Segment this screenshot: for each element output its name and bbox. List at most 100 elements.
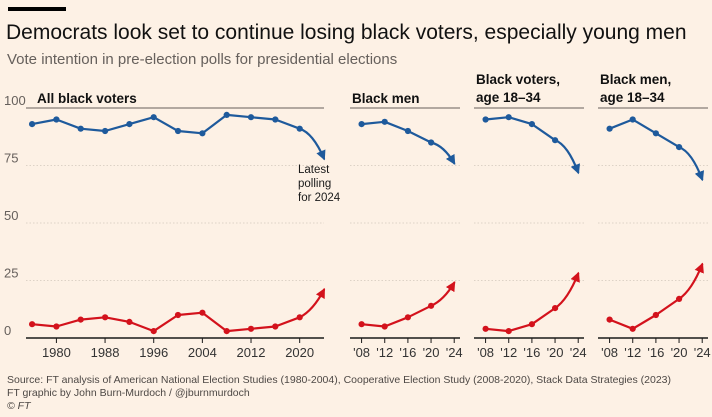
republican-point xyxy=(652,311,660,319)
republican-point xyxy=(77,316,84,323)
x-tick-label: '20 xyxy=(547,345,564,360)
democrat-projection-arrow xyxy=(678,146,705,182)
source-note: Source: FT analysis of American National… xyxy=(7,374,671,386)
x-tick-label: '20 xyxy=(423,345,440,360)
x-tick-label: '08 xyxy=(477,345,494,360)
republican-point xyxy=(629,325,636,332)
democrat-point xyxy=(505,114,512,121)
republican-point xyxy=(552,305,559,312)
republican-point xyxy=(150,328,157,335)
democrat-point xyxy=(606,125,613,132)
panel-title: Black voters, xyxy=(476,72,560,87)
republican-point xyxy=(482,325,489,332)
republican-point xyxy=(272,323,279,330)
democrat-projection-arrow xyxy=(430,141,456,165)
democrat-point xyxy=(358,121,365,128)
republican-projection-arrow xyxy=(298,287,326,319)
x-tick-label: 1988 xyxy=(91,345,120,360)
x-tick-label: '16 xyxy=(523,345,540,360)
republican-point xyxy=(528,321,536,328)
democrat-projection-arrow xyxy=(554,139,581,175)
republican-point xyxy=(505,328,512,335)
x-tick-label: '16 xyxy=(647,345,664,360)
republican-point xyxy=(606,316,613,323)
panel-title: Black men, xyxy=(600,72,671,87)
republican-point xyxy=(174,311,182,319)
x-tick-label: '24 xyxy=(570,345,587,360)
y-tick-label: 25 xyxy=(4,266,18,281)
graphic-credit: FT graphic by John Burn-Murdoch / @jburn… xyxy=(7,387,250,399)
democrat-point xyxy=(126,121,133,128)
latest-polling-annotation: polling xyxy=(298,178,331,190)
republican-point xyxy=(676,295,683,302)
democrat-projection-arrow xyxy=(298,127,326,161)
republican-series-line xyxy=(484,307,557,333)
democrat-point xyxy=(247,114,255,121)
x-tick-label: '16 xyxy=(399,345,416,360)
x-tick-label: '12 xyxy=(500,345,517,360)
x-tick-label: '08 xyxy=(353,345,370,360)
panel-title: age 18–34 xyxy=(476,90,541,105)
y-tick-label: 75 xyxy=(4,151,18,166)
republican-point xyxy=(53,323,60,330)
y-tick-label: 100 xyxy=(4,93,26,108)
panel-title: All black voters xyxy=(37,91,137,106)
y-tick-label: 0 xyxy=(4,323,11,338)
panel-title: age 18–34 xyxy=(600,90,665,105)
democrat-point xyxy=(652,130,660,137)
republican-point xyxy=(247,325,255,332)
republican-series-line xyxy=(31,311,301,333)
republican-projection-arrow xyxy=(554,271,580,310)
democrat-point xyxy=(174,127,182,135)
republican-point xyxy=(404,314,411,321)
x-tick-label: 1980 xyxy=(42,345,71,360)
x-tick-label: '12 xyxy=(624,345,641,360)
y-tick-label: 50 xyxy=(4,208,18,223)
ft-top-bar xyxy=(8,7,66,11)
democrat-series-line xyxy=(360,120,433,144)
x-tick-label: '08 xyxy=(601,345,618,360)
republican-point xyxy=(126,318,133,325)
republican-point xyxy=(358,321,365,328)
democrat-point xyxy=(629,116,636,123)
republican-series-line xyxy=(360,304,433,328)
democrat-point xyxy=(676,144,683,151)
democrat-point xyxy=(150,114,157,121)
x-tick-label: '24 xyxy=(446,345,463,360)
democrat-point xyxy=(296,125,303,132)
x-tick-label: 2020 xyxy=(285,345,314,360)
republican-point xyxy=(28,321,36,328)
democrat-point xyxy=(482,116,489,123)
x-tick-label: '20 xyxy=(671,345,688,360)
democrat-point xyxy=(28,121,36,128)
democrat-point xyxy=(404,127,411,135)
democrat-point xyxy=(102,127,109,135)
democrat-point xyxy=(552,137,559,144)
republican-point xyxy=(296,314,303,321)
republican-projection-arrow xyxy=(430,281,456,307)
republican-point xyxy=(428,302,435,309)
democrat-point xyxy=(223,111,230,118)
republican-point xyxy=(199,309,206,316)
democrat-point xyxy=(199,130,206,137)
latest-polling-annotation: for 2024 xyxy=(298,192,341,204)
x-tick-label: '24 xyxy=(694,345,711,360)
x-tick-label: '12 xyxy=(376,345,393,360)
chart-subtitle: Vote intention in pre-election polls for… xyxy=(7,51,398,68)
democrat-series-line xyxy=(31,113,301,135)
chart-title: Democrats look set to continue losing bl… xyxy=(6,21,687,44)
latest-polling-annotation: Latest xyxy=(298,164,330,176)
republican-series-line xyxy=(608,297,681,330)
republican-point xyxy=(381,323,388,330)
democrat-point xyxy=(381,118,388,125)
x-tick-label: 2004 xyxy=(188,345,217,360)
democrat-series-line xyxy=(484,116,557,142)
republican-projection-arrow xyxy=(678,262,704,300)
copyright: © FT xyxy=(7,400,31,412)
democrat-point xyxy=(528,121,536,128)
democrat-point xyxy=(272,116,279,123)
democrat-point xyxy=(53,116,60,123)
panel-title: Black men xyxy=(352,91,420,106)
democrat-point xyxy=(77,125,84,132)
